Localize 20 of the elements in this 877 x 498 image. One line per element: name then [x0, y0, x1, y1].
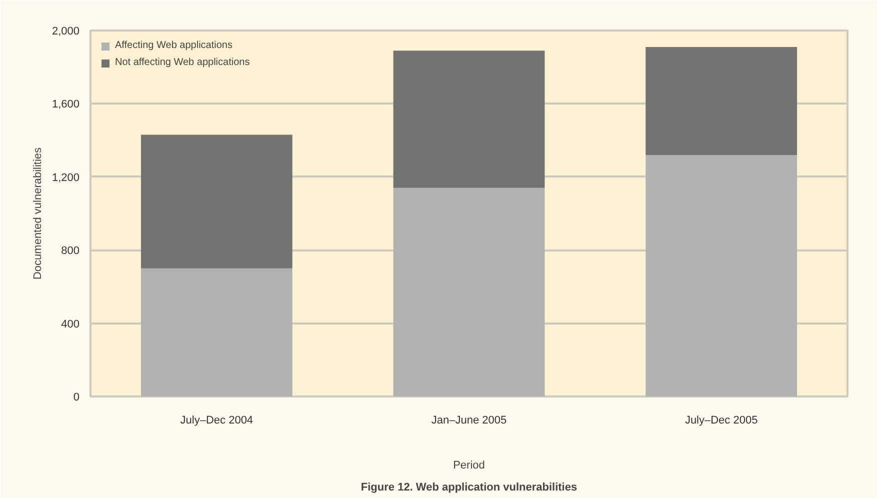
text: Figure 12. Web application vulnerabilities [360, 482, 578, 494]
bar [393, 50, 545, 188]
y-tick-label: 0 [73, 392, 80, 404]
y-tick-label: 400 [61, 318, 80, 330]
bar [646, 154, 798, 396]
x-tick-label: July–Dec 2005 [684, 414, 758, 426]
y-axis-title: Documented vulnerabilities [32, 146, 44, 280]
y-tick-label: 1,600 [52, 98, 80, 111]
legend-label: Affecting Web applications [115, 40, 232, 51]
y-tick-label: 1,200 [52, 172, 80, 184]
bar [393, 188, 545, 396]
bar [140, 134, 292, 268]
bar [140, 268, 292, 396]
x-tick-label: July–Dec 2004 [180, 414, 254, 426]
y-tick-label: 800 [61, 245, 80, 258]
x-axis-title: Period [453, 460, 485, 472]
y-tick-label: 2,000 [52, 26, 80, 38]
x-tick-label: Jan–June 2005 [431, 414, 507, 426]
legend-label: Not affecting Web applications [115, 57, 250, 68]
bar [646, 46, 798, 155]
